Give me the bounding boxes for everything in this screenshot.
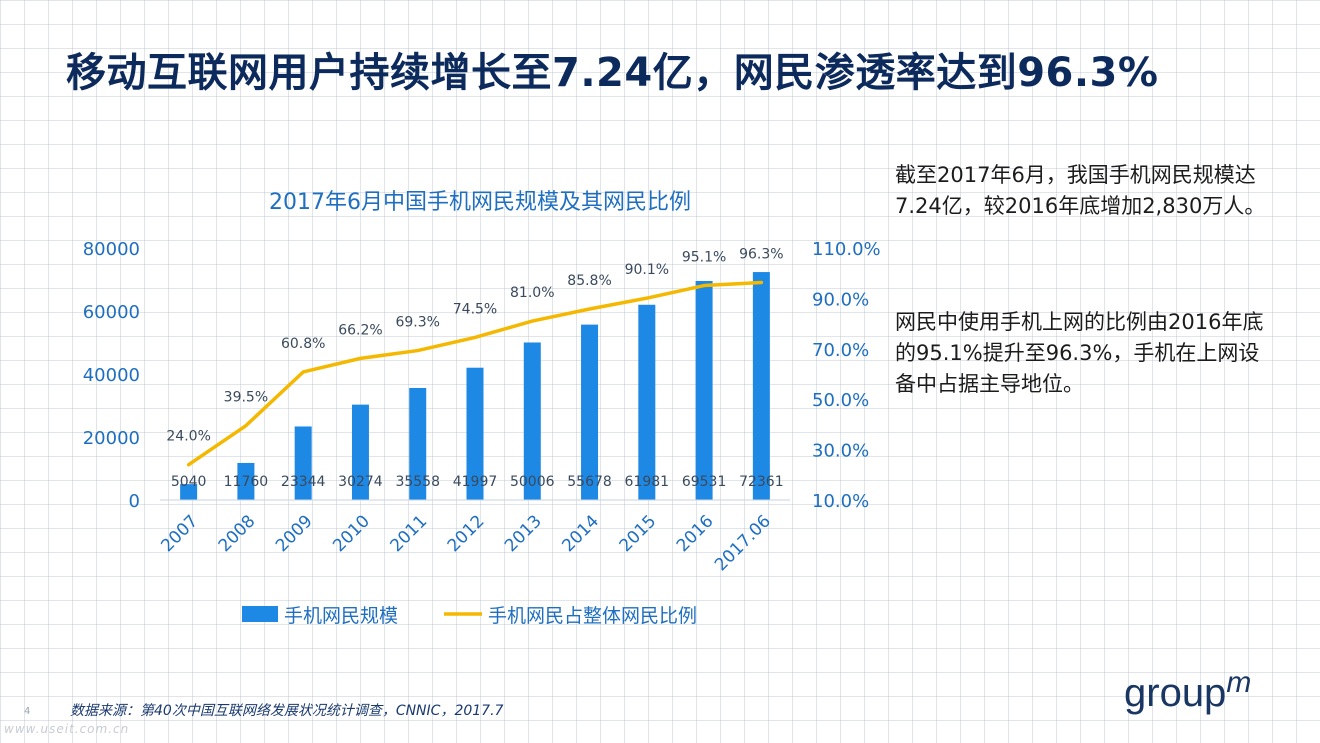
x-tick-label: 2009 — [272, 511, 317, 556]
line-value-label: 74.5% — [453, 301, 497, 317]
x-tick-label: 2010 — [329, 511, 374, 556]
y-left-tick-label: 0 — [129, 491, 140, 512]
x-tick-label: 2007 — [157, 511, 202, 556]
slide-title: 移动互联网用户持续增长至7.24亿，网民渗透率达到96.3% — [66, 50, 1159, 96]
line-value-label: 39.5% — [224, 390, 268, 406]
x-tick-label: 2008 — [215, 511, 260, 556]
summary-paragraph-1: 截至2017年6月，我国手机网民规模达7.24亿，较2016年底增加2,830万… — [895, 163, 1266, 218]
bar-value-label: 55678 — [567, 474, 612, 490]
line-value-label: 81.0% — [510, 285, 554, 301]
legend-label-bar: 手机网民规模 — [284, 605, 398, 627]
legend-swatch-bar — [242, 606, 278, 622]
line-value-label: 85.8% — [567, 273, 611, 289]
bar-value-label: 23344 — [281, 474, 326, 490]
line-value-label: 24.0% — [166, 429, 210, 445]
logo-text: groupm — [1124, 666, 1251, 715]
x-tick-label: 2013 — [501, 511, 546, 556]
bar-value-label: 72361 — [739, 474, 784, 490]
line-value-label: 69.3% — [395, 315, 439, 331]
y-right-tick-label: 90.0% — [812, 289, 869, 310]
bar-value-label: 11760 — [224, 474, 269, 490]
legend-label-line: 手机网民占整体网民比例 — [488, 605, 697, 627]
line-value-label: 96.3% — [739, 247, 783, 263]
bar-value-label: 50006 — [510, 474, 555, 490]
bar-value-label: 61981 — [625, 474, 670, 490]
y-left-tick-label: 60000 — [83, 302, 140, 323]
bar — [752, 272, 770, 500]
bar — [638, 304, 656, 500]
summary-paragraph-2: 网民中使用手机上网的比例由2016年底的95.1%提升至96.3%，手机在上网设… — [895, 310, 1264, 396]
y-left-tick-label: 20000 — [83, 428, 140, 449]
watermark: www.useit.com.cn — [4, 722, 130, 736]
y-left-tick-label: 40000 — [83, 365, 140, 386]
line-value-label: 95.1% — [682, 250, 726, 266]
x-tick-label: 2017.06 — [711, 511, 775, 575]
line-series — [186, 280, 764, 467]
line-value-label: 60.8% — [281, 336, 325, 352]
bar — [180, 484, 198, 500]
bar-value-label: 35558 — [395, 474, 440, 490]
bar-value-label: 30274 — [338, 474, 383, 490]
bar — [523, 342, 541, 500]
bar — [237, 462, 255, 500]
bar — [409, 387, 427, 500]
y-right-tick-label: 10.0% — [812, 491, 869, 512]
bar — [466, 367, 484, 500]
bar-value-label: 69531 — [682, 474, 727, 490]
groupm-logo: groupm — [1124, 666, 1251, 715]
line-value-label: 90.1% — [625, 262, 669, 278]
y-right-tick-label: 30.0% — [812, 441, 869, 462]
bar — [294, 426, 312, 500]
y-right-tick-label: 50.0% — [812, 390, 869, 411]
bar — [581, 324, 599, 500]
x-tick-label: 2011 — [387, 511, 432, 556]
bar-value-label: 5040 — [171, 474, 207, 490]
source-note: 数据来源：第40次中国互联网络发展状况统计调查，CNNIC，2017.7 — [70, 703, 504, 719]
x-tick-label: 2016 — [673, 511, 718, 556]
line-value-label: 66.2% — [338, 322, 382, 338]
y-right-tick-label: 110.0% — [812, 239, 881, 260]
x-tick-label: 2014 — [558, 511, 603, 556]
bar-value-label: 41997 — [453, 474, 498, 490]
page-number: 4 — [24, 706, 31, 717]
chart-title: 2017年6月中国手机网民规模及其网民比例 — [269, 190, 691, 215]
x-tick-label: 2012 — [444, 511, 489, 556]
y-right-tick-label: 70.0% — [812, 340, 869, 361]
bar — [351, 404, 369, 500]
bar — [695, 280, 713, 500]
x-tick-label: 2015 — [616, 511, 661, 556]
y-left-tick-label: 80000 — [83, 239, 140, 260]
